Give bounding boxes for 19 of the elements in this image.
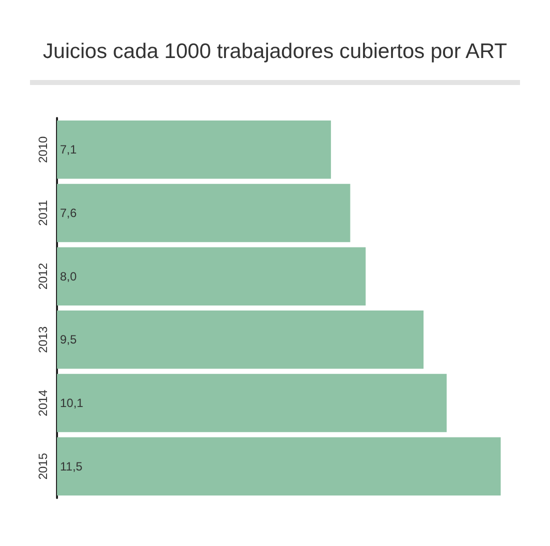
bar — [57, 184, 350, 242]
y-tick-label: 2011 — [36, 200, 50, 226]
y-tick-label: 2013 — [36, 326, 50, 354]
data-label: 11,5 — [60, 459, 83, 474]
bar — [57, 120, 331, 179]
bar — [57, 374, 447, 432]
data-label: 10,1 — [60, 396, 84, 410]
y-tick-label: 2012 — [36, 262, 50, 290]
data-label: 8,0 — [60, 269, 78, 284]
bar — [57, 247, 366, 306]
y-tick-label: 2014 — [36, 389, 50, 416]
chart-title: Juicios cada 1000 trabajadores cubiertos por ART — [30, 40, 520, 85]
data-label: 9,5 — [60, 332, 78, 347]
y-tick-label: 2015 — [36, 452, 50, 480]
bar — [57, 310, 424, 369]
y-tick-label: 2010 — [36, 136, 50, 164]
data-label: 7,1 — [60, 142, 78, 157]
bar — [57, 437, 501, 496]
data-label: 7,6 — [60, 206, 78, 220]
